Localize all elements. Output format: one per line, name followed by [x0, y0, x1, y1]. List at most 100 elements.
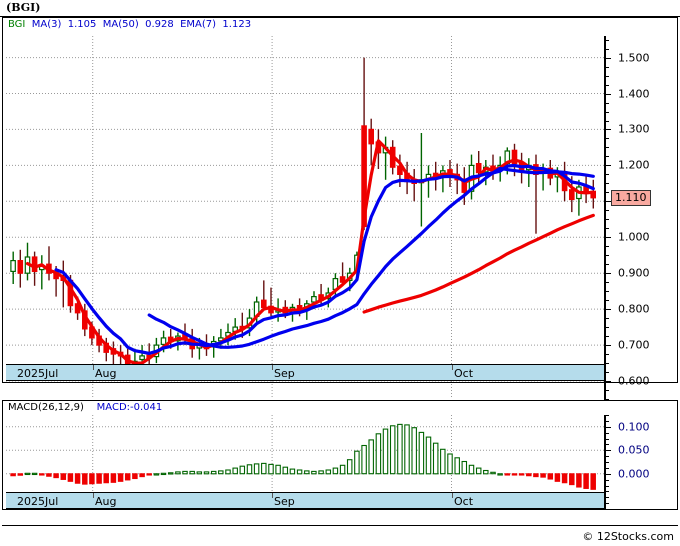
price-axis-minor-tick	[604, 219, 609, 221]
legend-ema7-label: EMA(7)	[180, 19, 217, 30]
price-axis-minor-tick	[604, 318, 609, 320]
macd-date-label: Sep	[274, 495, 295, 508]
legend-ma50-value: 0.928	[145, 19, 174, 30]
macd-date-tick	[272, 493, 273, 498]
price-axis-minor-tick	[604, 327, 609, 329]
price-axis-minor-tick	[604, 111, 609, 113]
price-axis-label: 0.800	[618, 302, 650, 316]
current-price-marker: 1.110	[611, 189, 651, 206]
price-axis-minor-tick	[604, 120, 609, 122]
macd-date-axis: 2025Jul Aug Sep Oct	[6, 492, 604, 509]
price-axis-minor-tick	[604, 309, 609, 311]
macd-axis-minor-tick	[604, 485, 609, 487]
price-axis-minor-tick	[604, 138, 609, 140]
price-axis-minor-tick	[604, 147, 609, 149]
price-axis-minor-tick	[604, 192, 609, 194]
price-axis-minor-tick	[604, 39, 609, 41]
price-axis-minor-tick	[604, 255, 609, 257]
price-axis-minor-tick	[604, 300, 609, 302]
legend-symbol: BGI	[8, 19, 26, 30]
price-axis-minor-tick	[604, 363, 609, 365]
price-date-label: Sep	[274, 367, 295, 380]
price-date-axis: 2025Jul Aug Sep Oct	[6, 364, 604, 381]
price-axis-minor-tick	[604, 75, 609, 77]
price-axis-label: 0.700	[618, 338, 650, 352]
macd-axis-minor-tick	[604, 420, 609, 422]
price-axis-minor-tick	[604, 273, 609, 275]
legend-ma3-value: 1.105	[67, 19, 97, 30]
legend-ema7-value: 1.123	[222, 19, 252, 30]
macd-axis-minor-tick	[604, 509, 609, 510]
price-date-label: 2025Jul	[17, 367, 59, 380]
macd-date-label: Oct	[454, 495, 474, 508]
price-axis-minor-tick	[604, 291, 609, 293]
macd-legend-label: MACD(26,12,9)	[8, 402, 84, 413]
price-axis-minor-tick	[604, 183, 609, 185]
price-axis-label: 1.200	[618, 158, 650, 172]
macd-axis-minor-tick	[604, 444, 609, 446]
legend-ma3-label: MA(3)	[31, 19, 62, 30]
macd-legend-value: MACD:-0.041	[96, 402, 163, 413]
macd-histogram-chart	[6, 415, 604, 509]
price-plot-area	[6, 36, 604, 399]
price-y-axis: 1.500 1.400 1.300 1.200 1.000 0.900 0.800 0.700…	[604, 36, 680, 400]
macd-axis-minor-tick	[604, 432, 609, 434]
price-axis-spine	[604, 36, 606, 399]
price-axis-minor-tick	[604, 390, 609, 391]
macd-axis-minor-tick	[604, 456, 609, 458]
price-axis-minor-tick	[604, 282, 609, 284]
price-axis-minor-tick	[604, 264, 609, 266]
price-axis-label: 1.500	[618, 51, 650, 65]
price-axis-minor-tick	[604, 57, 609, 59]
legend-ma50-label: MA(50)	[102, 19, 139, 30]
price-axis-minor-tick	[604, 210, 609, 212]
macd-axis-minor-tick	[604, 497, 609, 499]
macd-date-tick	[452, 493, 453, 498]
price-axis-minor-tick	[604, 66, 609, 68]
price-axis-label: 1.300	[618, 122, 650, 136]
price-axis-minor-tick	[604, 84, 609, 86]
price-axis-minor-tick	[604, 354, 609, 356]
macd-axis-minor-tick	[604, 467, 609, 469]
price-date-tick	[452, 365, 453, 370]
macd-axis-label: 0.100	[618, 420, 650, 434]
price-axis-minor-tick	[604, 399, 609, 400]
macd-date-label: 2025Jul	[17, 495, 59, 508]
price-axis-minor-tick	[604, 174, 609, 176]
macd-plot-area	[6, 415, 604, 509]
macd-axis-label: 0.050	[618, 443, 650, 457]
macd-legend: MACD(26,12,9) MACD:-0.041	[8, 402, 162, 413]
macd-date-label: Aug	[95, 495, 117, 508]
price-axis-minor-tick	[604, 93, 609, 95]
price-axis-label: 0.600	[618, 374, 650, 388]
price-axis-label: 1.000	[618, 230, 650, 244]
macd-y-axis: 0.100 0.050 0.000	[604, 415, 680, 510]
price-axis-minor-tick	[604, 102, 609, 104]
window-title: (BGI)	[6, 1, 41, 14]
price-date-tick	[93, 365, 94, 370]
macd-axis-minor-tick	[604, 503, 609, 505]
price-axis-minor-tick	[604, 381, 609, 382]
price-axis-label: 1.400	[618, 87, 650, 100]
macd-axis-minor-tick	[604, 473, 609, 475]
price-axis-minor-tick	[604, 165, 609, 167]
macd-axis-minor-tick	[604, 426, 609, 428]
macd-panel: MACD(26,12,9) MACD:-0.041 0.100 0.050 0.00…	[2, 400, 678, 510]
copyright-notice: © 12Stocks.com	[582, 530, 674, 543]
candlestick-chart	[6, 36, 604, 399]
price-axis-minor-tick	[604, 48, 609, 50]
price-date-label: Aug	[95, 367, 117, 380]
macd-axis-minor-tick	[604, 450, 609, 452]
price-axis-minor-tick	[604, 129, 609, 131]
price-axis-minor-tick	[604, 246, 609, 248]
price-axis-minor-tick	[604, 156, 609, 158]
price-axis-minor-tick	[604, 336, 609, 338]
macd-axis-minor-tick	[604, 491, 609, 493]
price-axis-minor-tick	[604, 201, 609, 203]
macd-axis-minor-tick	[604, 462, 609, 463]
price-axis-minor-tick	[604, 237, 609, 239]
macd-axis-minor-tick	[604, 438, 609, 440]
price-axis-minor-tick	[604, 372, 609, 373]
price-panel: BGI MA(3) 1.105 MA(50) 0.928 EMA(7) 1.12…	[2, 17, 678, 400]
